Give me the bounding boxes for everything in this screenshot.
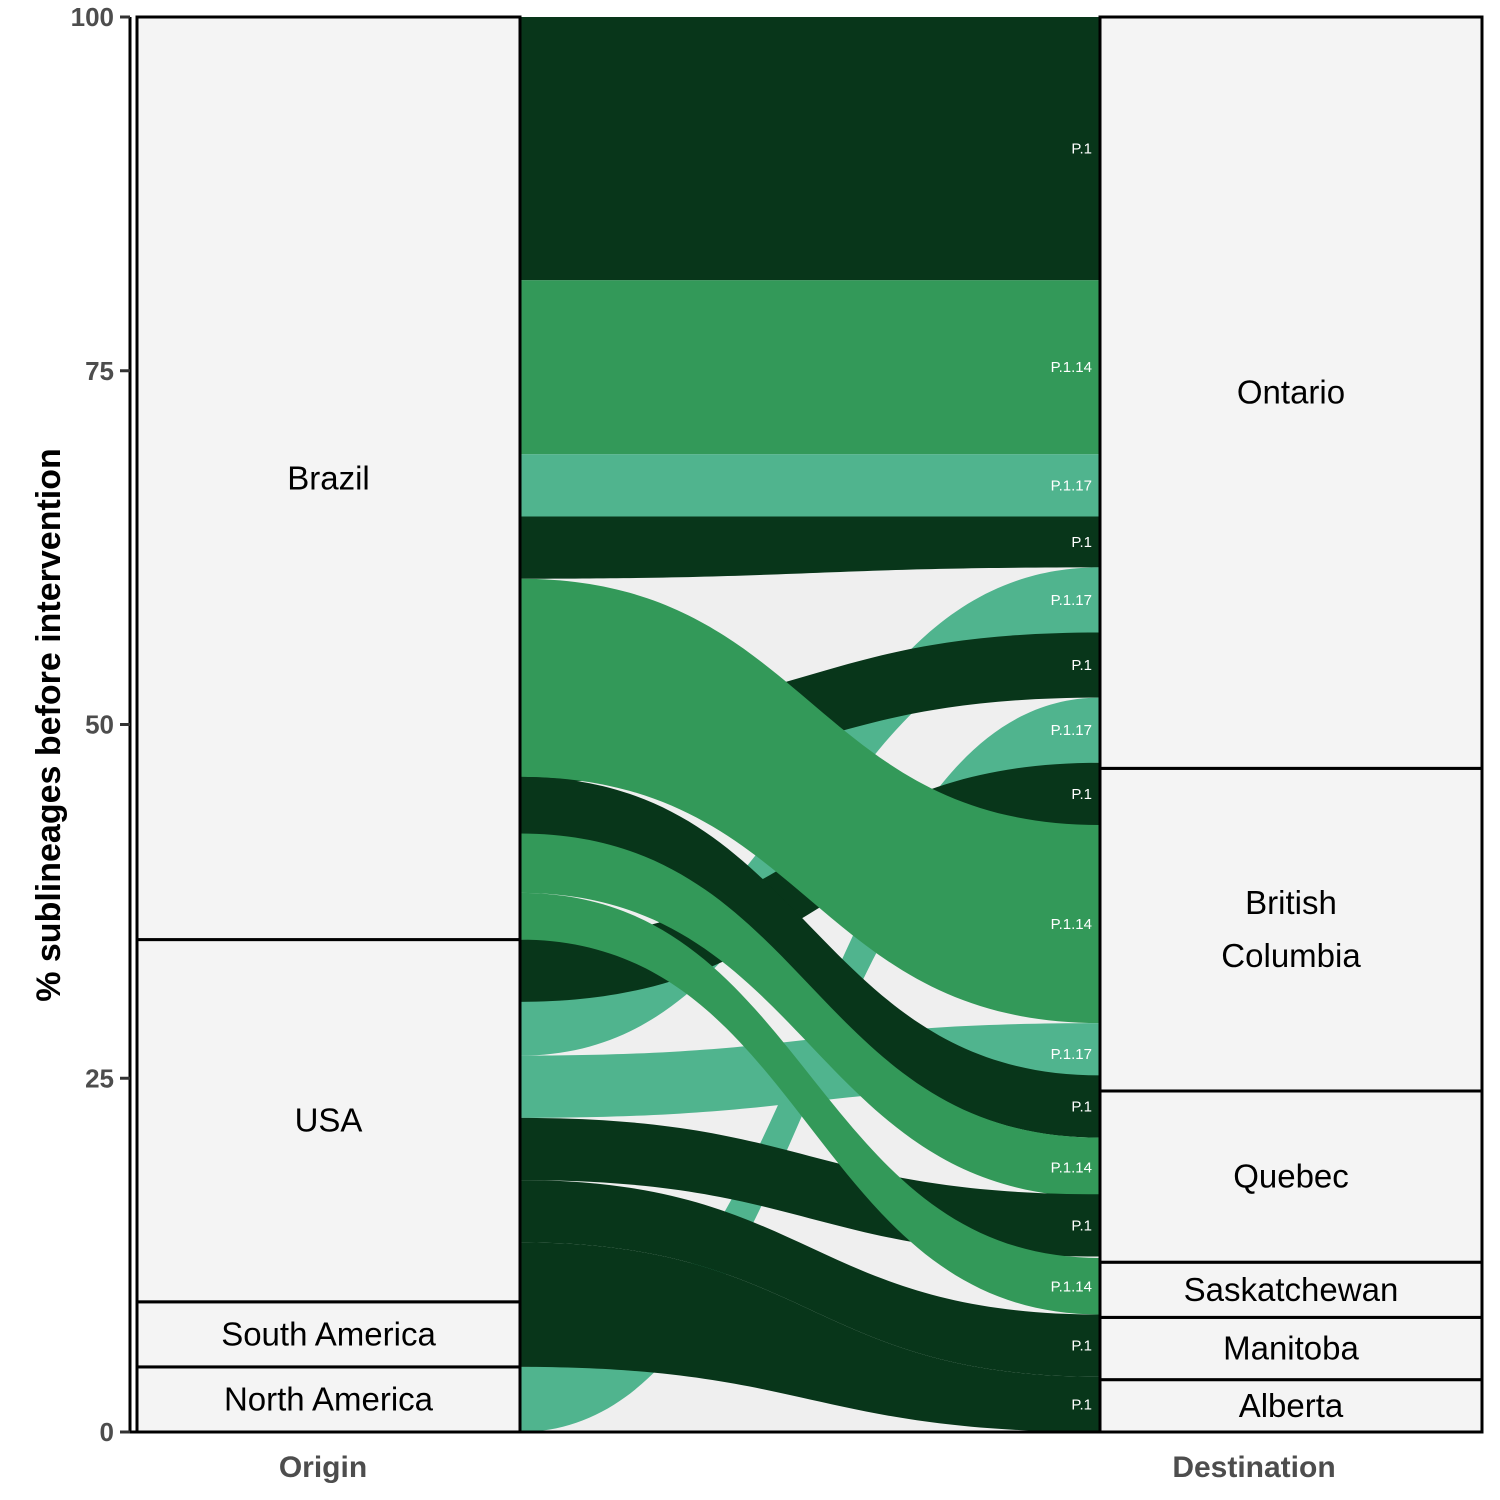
flow-label-7: P.1 [1071,786,1092,803]
flow-p-1-14-11 [520,833,1100,1198]
flow-label-0: P.1 [1071,141,1092,158]
origin-stratum-label-2: USA [295,1102,363,1139]
destination-stratum-label-5: Ontario [1237,374,1345,411]
flow-label-5: P.1 [1071,657,1092,674]
destination-stratum-label-2: Saskatchewan [1184,1271,1399,1308]
origin-stratum-2 [135,938,522,1304]
flow-p-1-14 [520,1180,1100,1377]
flow-labels-layer: P.1 P.1.14 P.1.17 P.1 P.1.17 P.1 P.1.17 P.1 P.1.… [1051,141,1092,1414]
flow-label-12: P.1 [1071,1217,1092,1234]
x-axis-label-destination: Destination [1172,1451,1335,1484]
y-axis-title: % sublineages before intervention [30,448,68,1002]
destination-stratum-2 [1098,1260,1484,1319]
flow-label-4: P.1.17 [1051,592,1092,609]
y-tick-label-3: 75 [85,356,114,386]
flows-layer [520,17,1100,1432]
destination-stratum-label-0: Alberta [1239,1387,1344,1424]
y-axis: 0 25 50 75 100 [71,2,1482,1447]
flow-label-15: P.1 [1071,1396,1092,1413]
flow-p-1-14-8 [520,578,1100,1024]
origin-stratum-1 [135,1300,522,1369]
origin-stratum-label-0: North America [224,1380,434,1417]
flow-p-1-14-13 [520,892,1100,1315]
destination-stratum-label-4: British Columbia [1221,884,1361,974]
flow-label-3: P.1 [1071,534,1092,551]
destination-stratum-5 [1098,15,1484,770]
y-tick-label-4: 100 [71,2,114,32]
strata-layer: North America South America USA Brazil Alber… [135,15,1484,1434]
x-axis-label-origin: Origin [279,1451,367,1484]
destination-stratum-label-1: Manitoba [1223,1330,1359,1367]
origin-stratum-3 [135,15,522,942]
flow-p-1-0 [520,17,1100,281]
destination-stratum-0 [1098,1378,1484,1434]
flow-label-2: P.1.17 [1051,477,1092,494]
flow-label-6: P.1.17 [1051,722,1092,739]
y-tick-label-1: 25 [85,1063,114,1093]
flow-label-14: P.1 [1071,1338,1092,1355]
origin-stratum-label-1: South America [221,1315,436,1352]
y-tick-label-0: 0 [100,1417,114,1447]
flow-label-9: P.1.17 [1051,1046,1092,1063]
destination-stratum-4 [1098,766,1484,1093]
y-tick-label-2: 50 [85,710,114,740]
flow-label-10: P.1 [1071,1099,1092,1116]
flow-p-1-17-2 [520,454,1100,517]
flow-label-11: P.1.14 [1051,1159,1092,1176]
flow-label-13: P.1.14 [1051,1278,1092,1295]
flow-p-1-14-1 [520,280,1100,455]
flow-label-1: P.1.14 [1051,359,1092,376]
origin-stratum-label-3: Brazil [287,459,370,496]
flow-label-8: P.1.14 [1051,916,1092,933]
destination-stratum-label-3: Quebec [1233,1158,1349,1195]
flow-p-1-3 [520,516,1100,579]
flow-p-1-15 [520,1242,1100,1432]
